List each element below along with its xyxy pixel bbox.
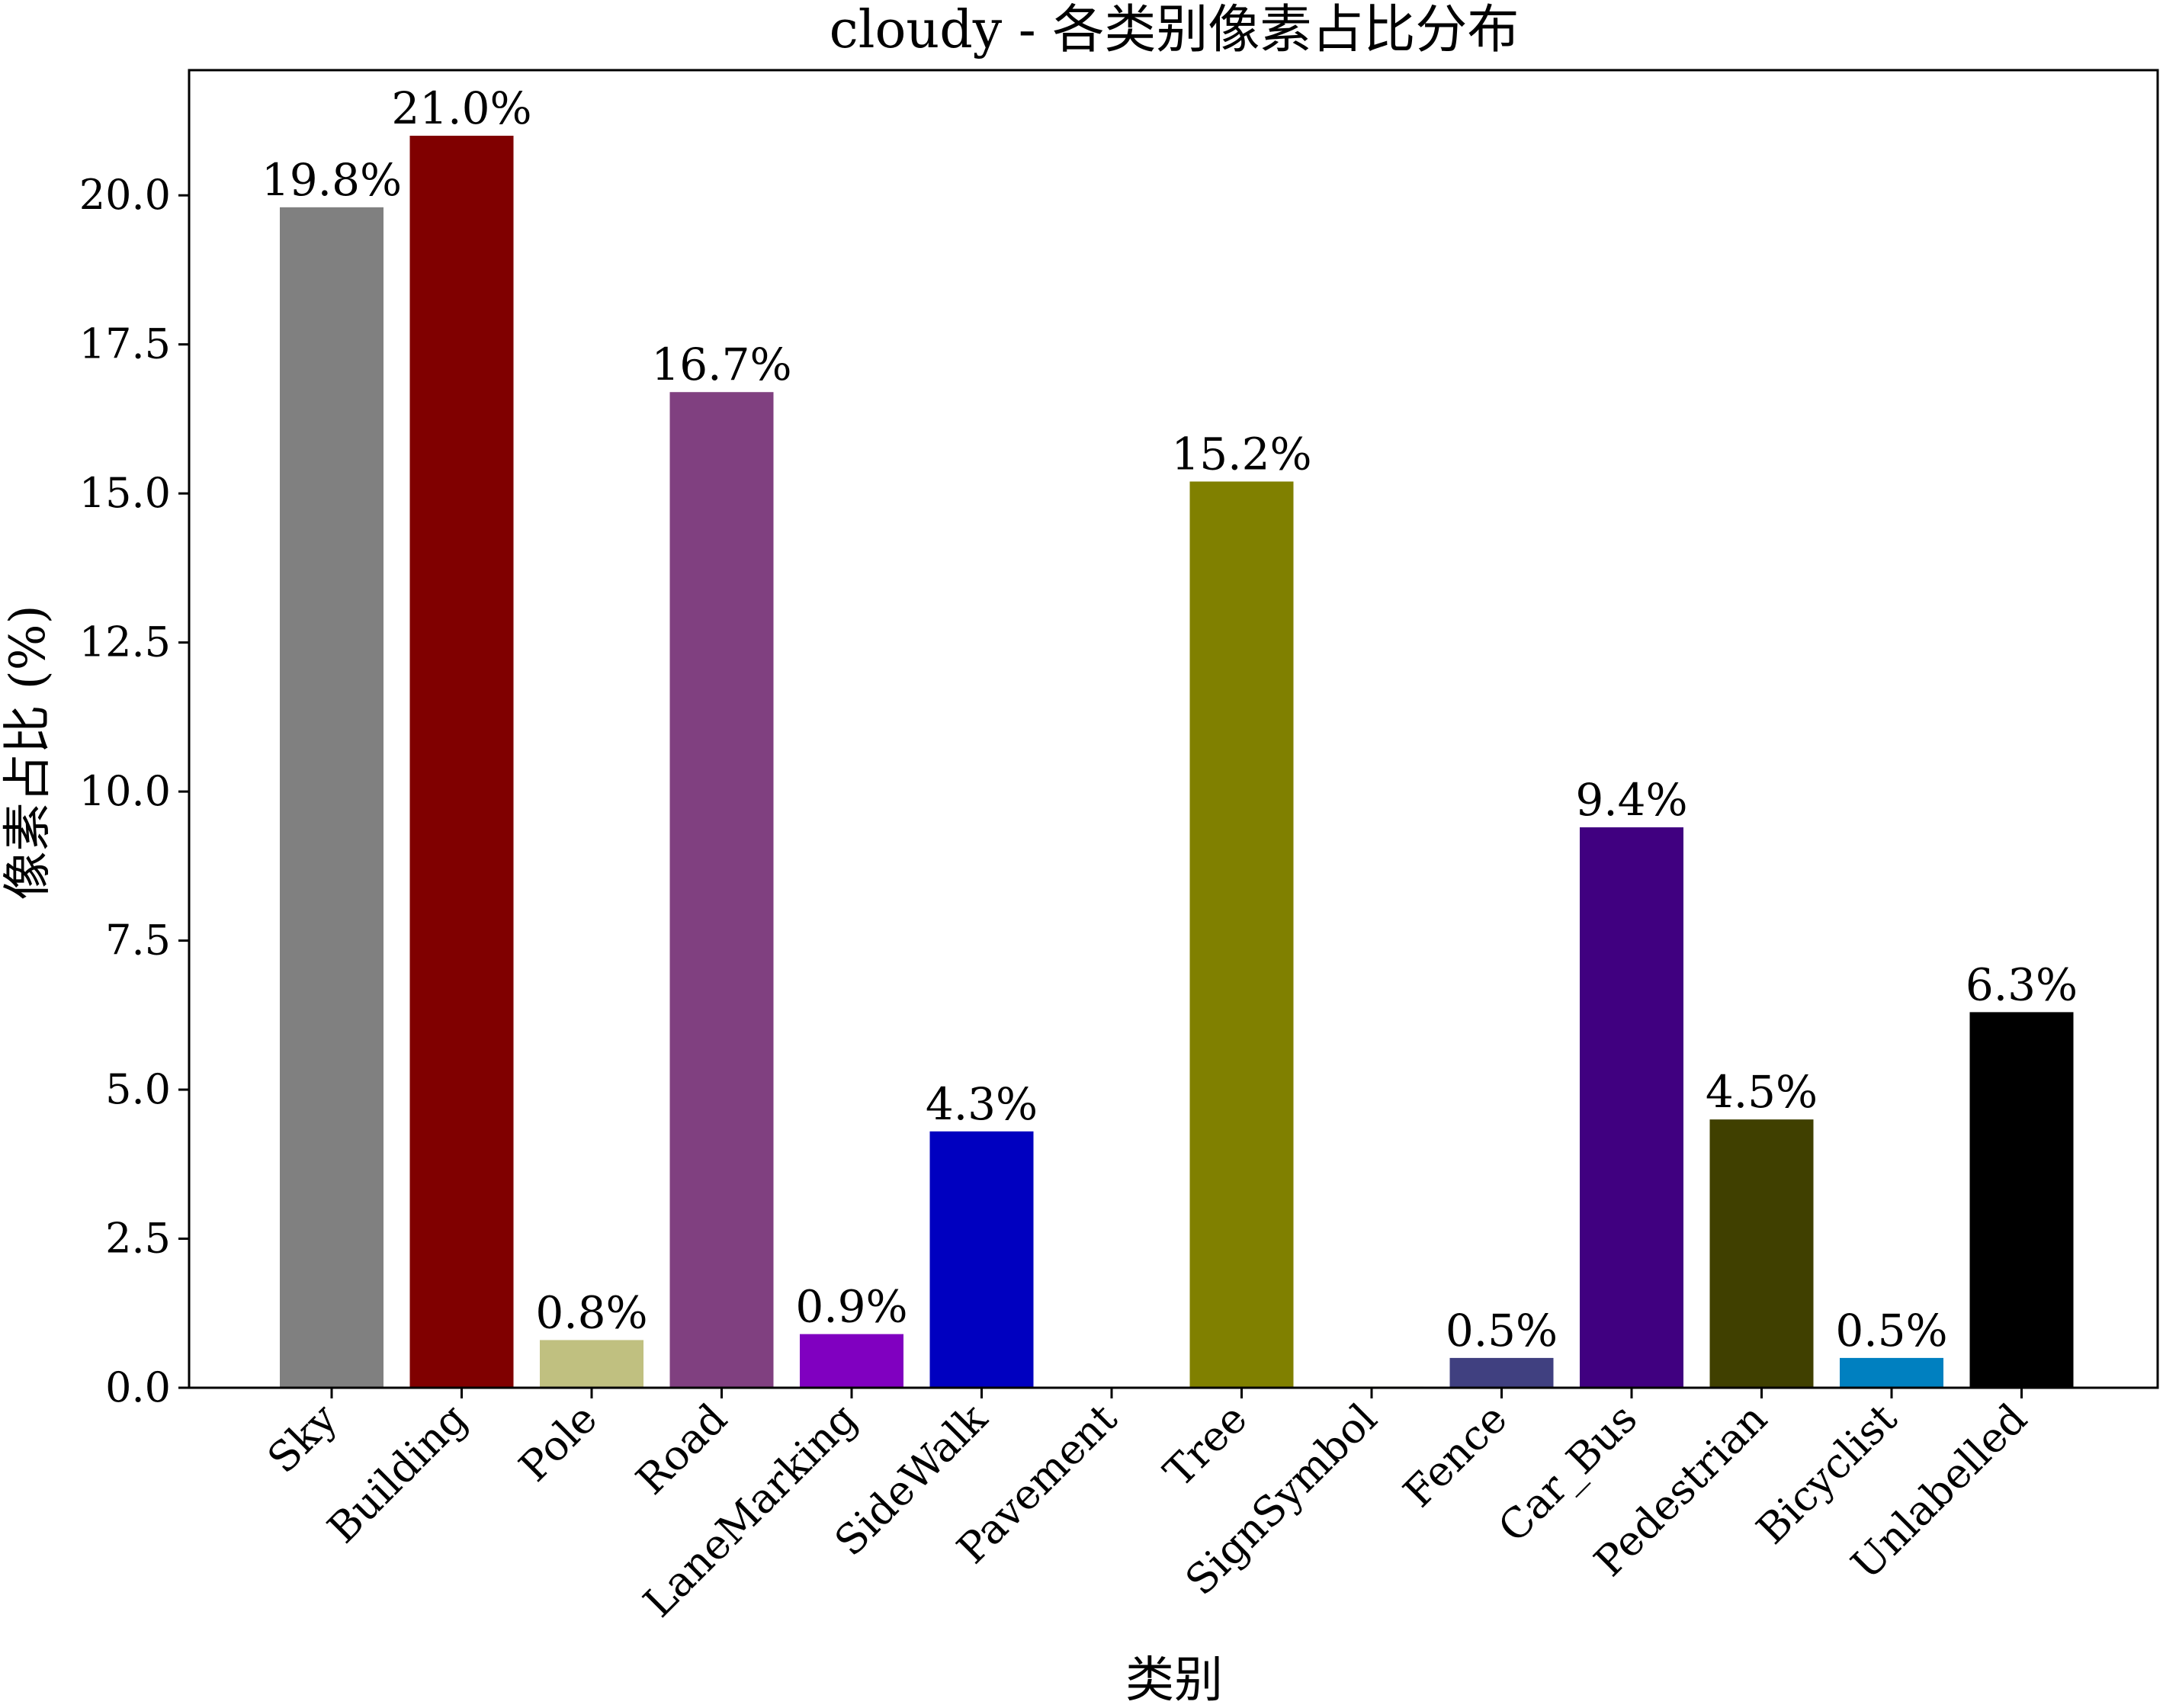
bar-sidewalk [929,1131,1034,1388]
bar-value-label: 4.5% [1706,1066,1818,1118]
y-tick-label: 7.5 [105,917,171,965]
bar-value-label: 0.5% [1835,1305,1947,1356]
bar-value-label: 19.8% [262,154,402,206]
y-tick-label: 2.5 [105,1215,171,1263]
chart-title: cloudy - 各类别像素占比分布 [830,0,1520,60]
bar-value-label: 0.8% [535,1286,647,1338]
bar-value-label: 15.2% [1171,429,1311,480]
bar-pedestrian [1709,1119,1814,1388]
bar-road [669,392,774,1388]
bar-value-label: 6.3% [1966,958,2078,1010]
y-tick-label: 5.0 [105,1065,171,1113]
bar-tree [1189,481,1294,1389]
bar-value-label: 0.9% [795,1281,907,1333]
y-tick-label: 0.0 [105,1363,171,1411]
y-tick-label: 20.0 [79,171,171,219]
bar-building [409,136,514,1389]
bar-car-bus [1580,827,1683,1388]
bar-sky [280,207,383,1388]
x-axis-label: 类别 [1125,1652,1223,1704]
plot-frame [188,69,2159,1389]
y-tick-label: 12.5 [79,618,171,666]
bar-unlabelled [1969,1012,2074,1388]
bar-bicyclist [1840,1357,1943,1388]
y-axis-label: 像素占比 (%) [0,605,56,900]
bar-value-label: 4.3% [926,1078,1038,1130]
bar-value-label: 0.5% [1446,1305,1558,1356]
bar-fence [1449,1357,1554,1388]
bar-value-label: 16.7% [651,339,791,390]
bar-pole [540,1340,643,1388]
y-tick-label: 17.5 [79,320,171,368]
bar-value-label: 9.4% [1575,774,1687,826]
y-tick-label: 15.0 [79,469,171,517]
y-tick-label: 10.0 [79,767,171,815]
bar-lanemarking [800,1334,903,1388]
bar-value-label: 21.0% [391,82,531,134]
